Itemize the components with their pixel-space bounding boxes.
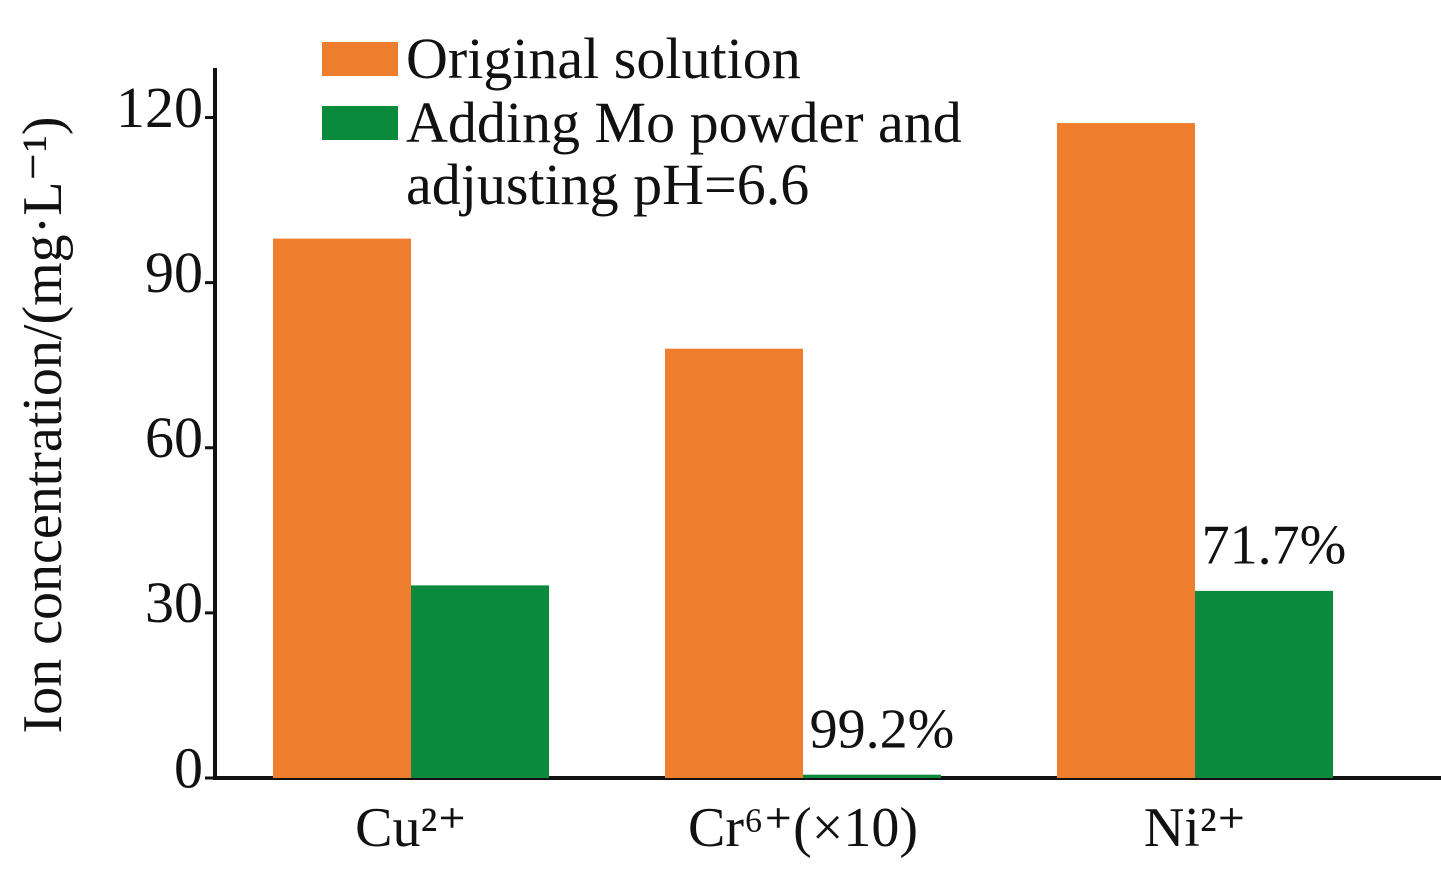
x-tick-label: Ni²⁺ bbox=[1144, 797, 1246, 859]
legend-swatch bbox=[322, 42, 398, 76]
y-tick-label: 30 bbox=[145, 570, 203, 635]
removal-label: 71.7% bbox=[1202, 515, 1347, 577]
bar bbox=[273, 238, 411, 779]
bar bbox=[1195, 590, 1333, 778]
x-tick-label: Cr⁶⁺(×10) bbox=[688, 797, 918, 859]
bar bbox=[411, 585, 549, 778]
y-axis-label: Ion concentration/(mg·L⁻¹) bbox=[12, 116, 74, 733]
removal-label: 99.2% bbox=[810, 699, 955, 761]
y-tick-label: 120 bbox=[116, 75, 203, 140]
bar bbox=[665, 348, 803, 778]
legend-item: Adding Mo powder and adjusting pH=6.6 bbox=[322, 92, 1042, 216]
y-tick-label: 90 bbox=[145, 240, 203, 305]
bar bbox=[803, 774, 941, 778]
legend-label: Original solution bbox=[406, 26, 801, 91]
legend-swatch bbox=[322, 106, 398, 140]
y-tick-label: 60 bbox=[145, 405, 203, 470]
bar bbox=[1057, 123, 1195, 778]
legend: Original solution Adding Mo powder and ad… bbox=[322, 28, 1042, 218]
legend-item: Original solution bbox=[322, 28, 1042, 90]
y-tick-label: 0 bbox=[174, 735, 203, 800]
x-tick-label: Cu²⁺ bbox=[355, 797, 467, 859]
legend-label: Adding Mo powder and adjusting pH=6.6 bbox=[406, 90, 962, 217]
